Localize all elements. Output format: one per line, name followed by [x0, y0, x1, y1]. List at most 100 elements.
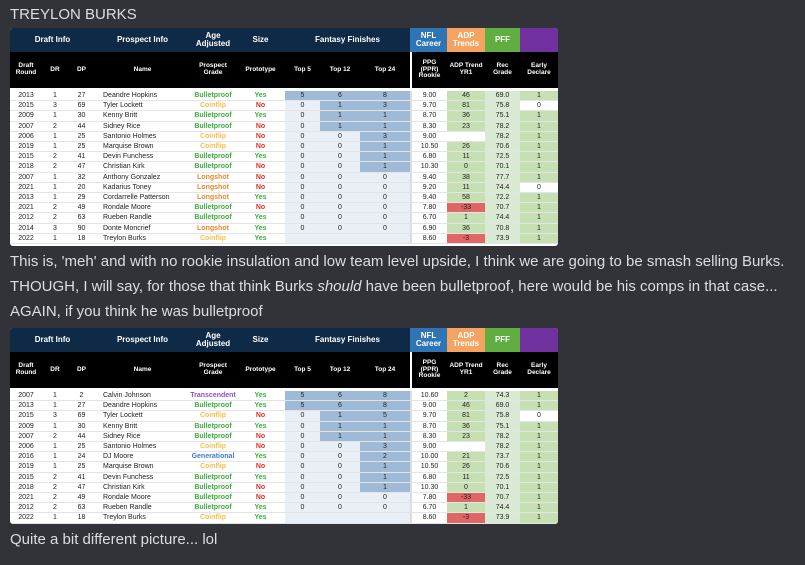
- table-cell: 70.7: [485, 493, 520, 504]
- table-cell: 5: [285, 401, 320, 412]
- table-cell: 3: [42, 224, 68, 234]
- table-cell: No: [236, 462, 285, 473]
- table-cell: 10.60: [410, 391, 447, 402]
- table-cell: 3: [42, 411, 68, 422]
- table-cell: 47: [68, 162, 95, 173]
- table-cell: Marquise Brown: [95, 462, 190, 473]
- table-cell: 0: [285, 431, 320, 442]
- table-cell: 11: [447, 472, 485, 483]
- table-cell: 0: [285, 442, 320, 453]
- table-cell: 81: [447, 411, 485, 422]
- table-cell: Coinflip: [190, 513, 236, 524]
- table-cell: Yes: [236, 513, 285, 524]
- table-cell: 2012: [10, 503, 42, 514]
- table-cell: Bulletproof: [190, 91, 236, 102]
- group-header: Age Adjusted: [190, 28, 236, 52]
- table-cell: Coinflip: [190, 462, 236, 473]
- table-cell: No: [236, 493, 285, 504]
- column-header: ADP Trend YR1: [447, 352, 485, 388]
- column-header: DR: [42, 352, 68, 388]
- table-cell: 1: [520, 233, 558, 244]
- table-cell: 2012: [10, 213, 42, 224]
- table-cell: 0: [285, 411, 320, 422]
- table-cell: 0: [520, 182, 558, 193]
- table-cell: 0: [285, 203, 320, 214]
- table-cell: 0: [285, 213, 320, 224]
- table-cell: 75.8: [485, 101, 520, 112]
- table-cell: 46: [447, 91, 485, 102]
- table-cell: 1: [520, 431, 558, 442]
- table-cell: Bulletproof: [190, 473, 236, 483]
- table-cell: 2013: [10, 401, 42, 412]
- table-cell: Transcendent: [190, 391, 236, 402]
- group-header: PFF: [485, 328, 520, 352]
- table-cell: No: [236, 411, 285, 422]
- column-header: Name: [95, 52, 190, 88]
- table-cell: 2015: [10, 473, 42, 483]
- table-cell: 1: [447, 213, 485, 224]
- table-cell: 23: [447, 431, 485, 442]
- table-cell: 73.9: [485, 233, 520, 244]
- table-cell: 1: [42, 173, 68, 183]
- table-cell: 70.7: [485, 203, 520, 214]
- table-cell: 70.8: [485, 223, 520, 234]
- table-cell: 26: [447, 142, 485, 153]
- table-cell: 69: [68, 411, 95, 422]
- table-cell: 72.5: [485, 472, 520, 483]
- table-cell: Bulletproof: [190, 493, 236, 504]
- table-cell: [320, 233, 360, 244]
- table-cell: 7.80: [410, 493, 447, 504]
- table-cell: 2018: [10, 162, 42, 173]
- table-cell: No: [236, 142, 285, 153]
- table-cell: Yes: [236, 91, 285, 102]
- table-cell: 72.5: [485, 152, 520, 163]
- table-cell: Deandre Hopkins: [95, 401, 190, 412]
- table-cell: Yes: [236, 193, 285, 204]
- column-header: Top 24: [360, 52, 410, 88]
- table-cell: No: [236, 162, 285, 173]
- table-cell: 10.00: [410, 452, 447, 463]
- table-cell: 2: [68, 391, 95, 402]
- table-cell: 0: [320, 452, 360, 463]
- table-cell: 2022: [10, 513, 42, 524]
- table-cell: 0: [360, 493, 410, 504]
- table-cell: 25: [68, 462, 95, 473]
- column-header: Draft Round: [10, 352, 42, 388]
- table-cell: 6.70: [410, 503, 447, 514]
- column-header: Prototype: [236, 352, 285, 388]
- table-cell: 9.00: [410, 131, 447, 142]
- table-cell: 1: [42, 391, 68, 402]
- table-cell: 0: [320, 462, 360, 473]
- table-cell: 25: [68, 142, 95, 153]
- table-cell: 2009: [10, 422, 42, 432]
- group-header: Size: [236, 28, 285, 52]
- table-cell: Generational: [190, 452, 236, 463]
- table-cell: [285, 513, 320, 524]
- table-cell: 27: [68, 91, 95, 102]
- table-cell: 73.9: [485, 513, 520, 524]
- table-cell: No: [236, 173, 285, 183]
- table-cell: Donte Moncrief: [95, 224, 190, 234]
- table-cell: 7.80: [410, 203, 447, 214]
- table-cell: Kenny Britt: [95, 111, 190, 122]
- table-cell: 1: [360, 142, 410, 153]
- table-cell: Bulletproof: [190, 422, 236, 432]
- table-cell: Bulletproof: [190, 213, 236, 224]
- table-cell: 0: [320, 193, 360, 204]
- table-cell: 2: [42, 203, 68, 214]
- table-cell: 29: [68, 193, 95, 204]
- table-cell: Yes: [236, 152, 285, 163]
- table-cell: Rueben Randle: [95, 503, 190, 514]
- table-cell: Bulletproof: [190, 401, 236, 412]
- table-cell: 70.1: [485, 162, 520, 173]
- table-cell: Bulletproof: [190, 162, 236, 173]
- group-header: PFF: [485, 28, 520, 52]
- group-header: Draft Info: [10, 28, 95, 52]
- group-header-accent: [520, 328, 558, 352]
- table-cell: 74.3: [485, 391, 520, 402]
- table-cell: 10.50: [410, 462, 447, 473]
- table-cell: 0: [285, 111, 320, 122]
- table-cell: 0: [360, 213, 410, 224]
- table-cell: 0: [447, 162, 485, 173]
